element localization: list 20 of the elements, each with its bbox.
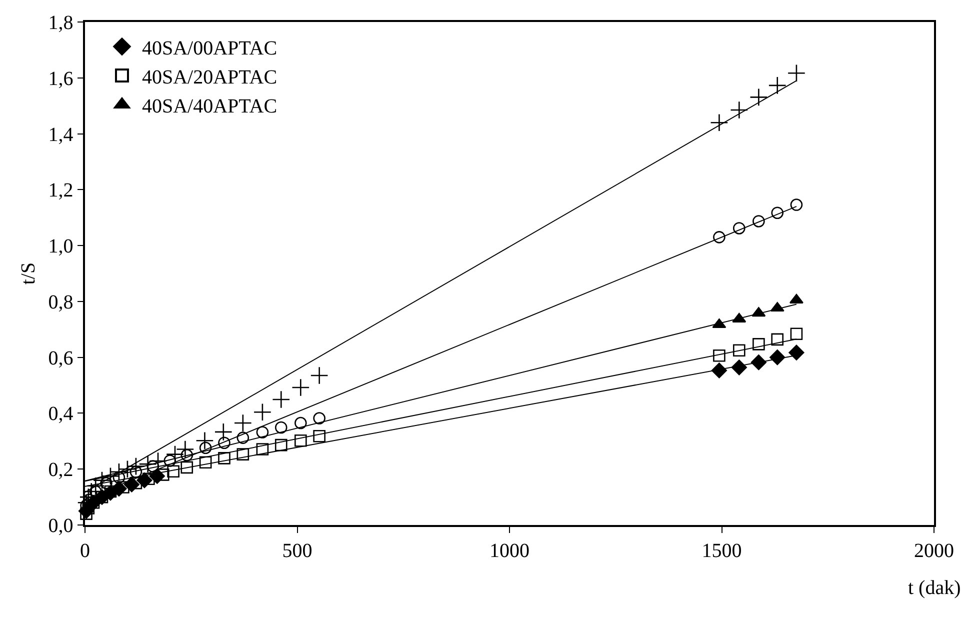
x-tick-label: 0 [80,540,90,562]
legend-label: 40SA/20APTAC [142,66,278,88]
y-axis-title: t/S [17,262,40,285]
x-tick-label: 2000 [914,540,954,562]
y-tick-label: 1,8 [48,12,74,34]
y-tick-label: 0,4 [48,403,74,426]
x-axis-title: t (dak) [908,577,961,599]
legend-label: 40SA/00APTAC [142,37,278,60]
y-tick-label: 1,4 [48,124,74,146]
legend-label: 40SA/40APTAC [142,95,278,118]
x-tick-label: 1000 [490,540,530,562]
y-tick-label: 1,0 [48,236,74,258]
y-tick-label: 1,6 [48,68,74,90]
y-tick-label: 0,6 [48,347,74,370]
x-tick-label: 1500 [702,540,742,562]
y-tick-label: 0,2 [48,459,74,482]
y-tick-label: 0,8 [48,291,74,314]
y-tick-label: 1,2 [48,180,74,202]
x-tick-label: 500 [282,540,312,562]
y-tick-label: 0,0 [48,515,74,537]
